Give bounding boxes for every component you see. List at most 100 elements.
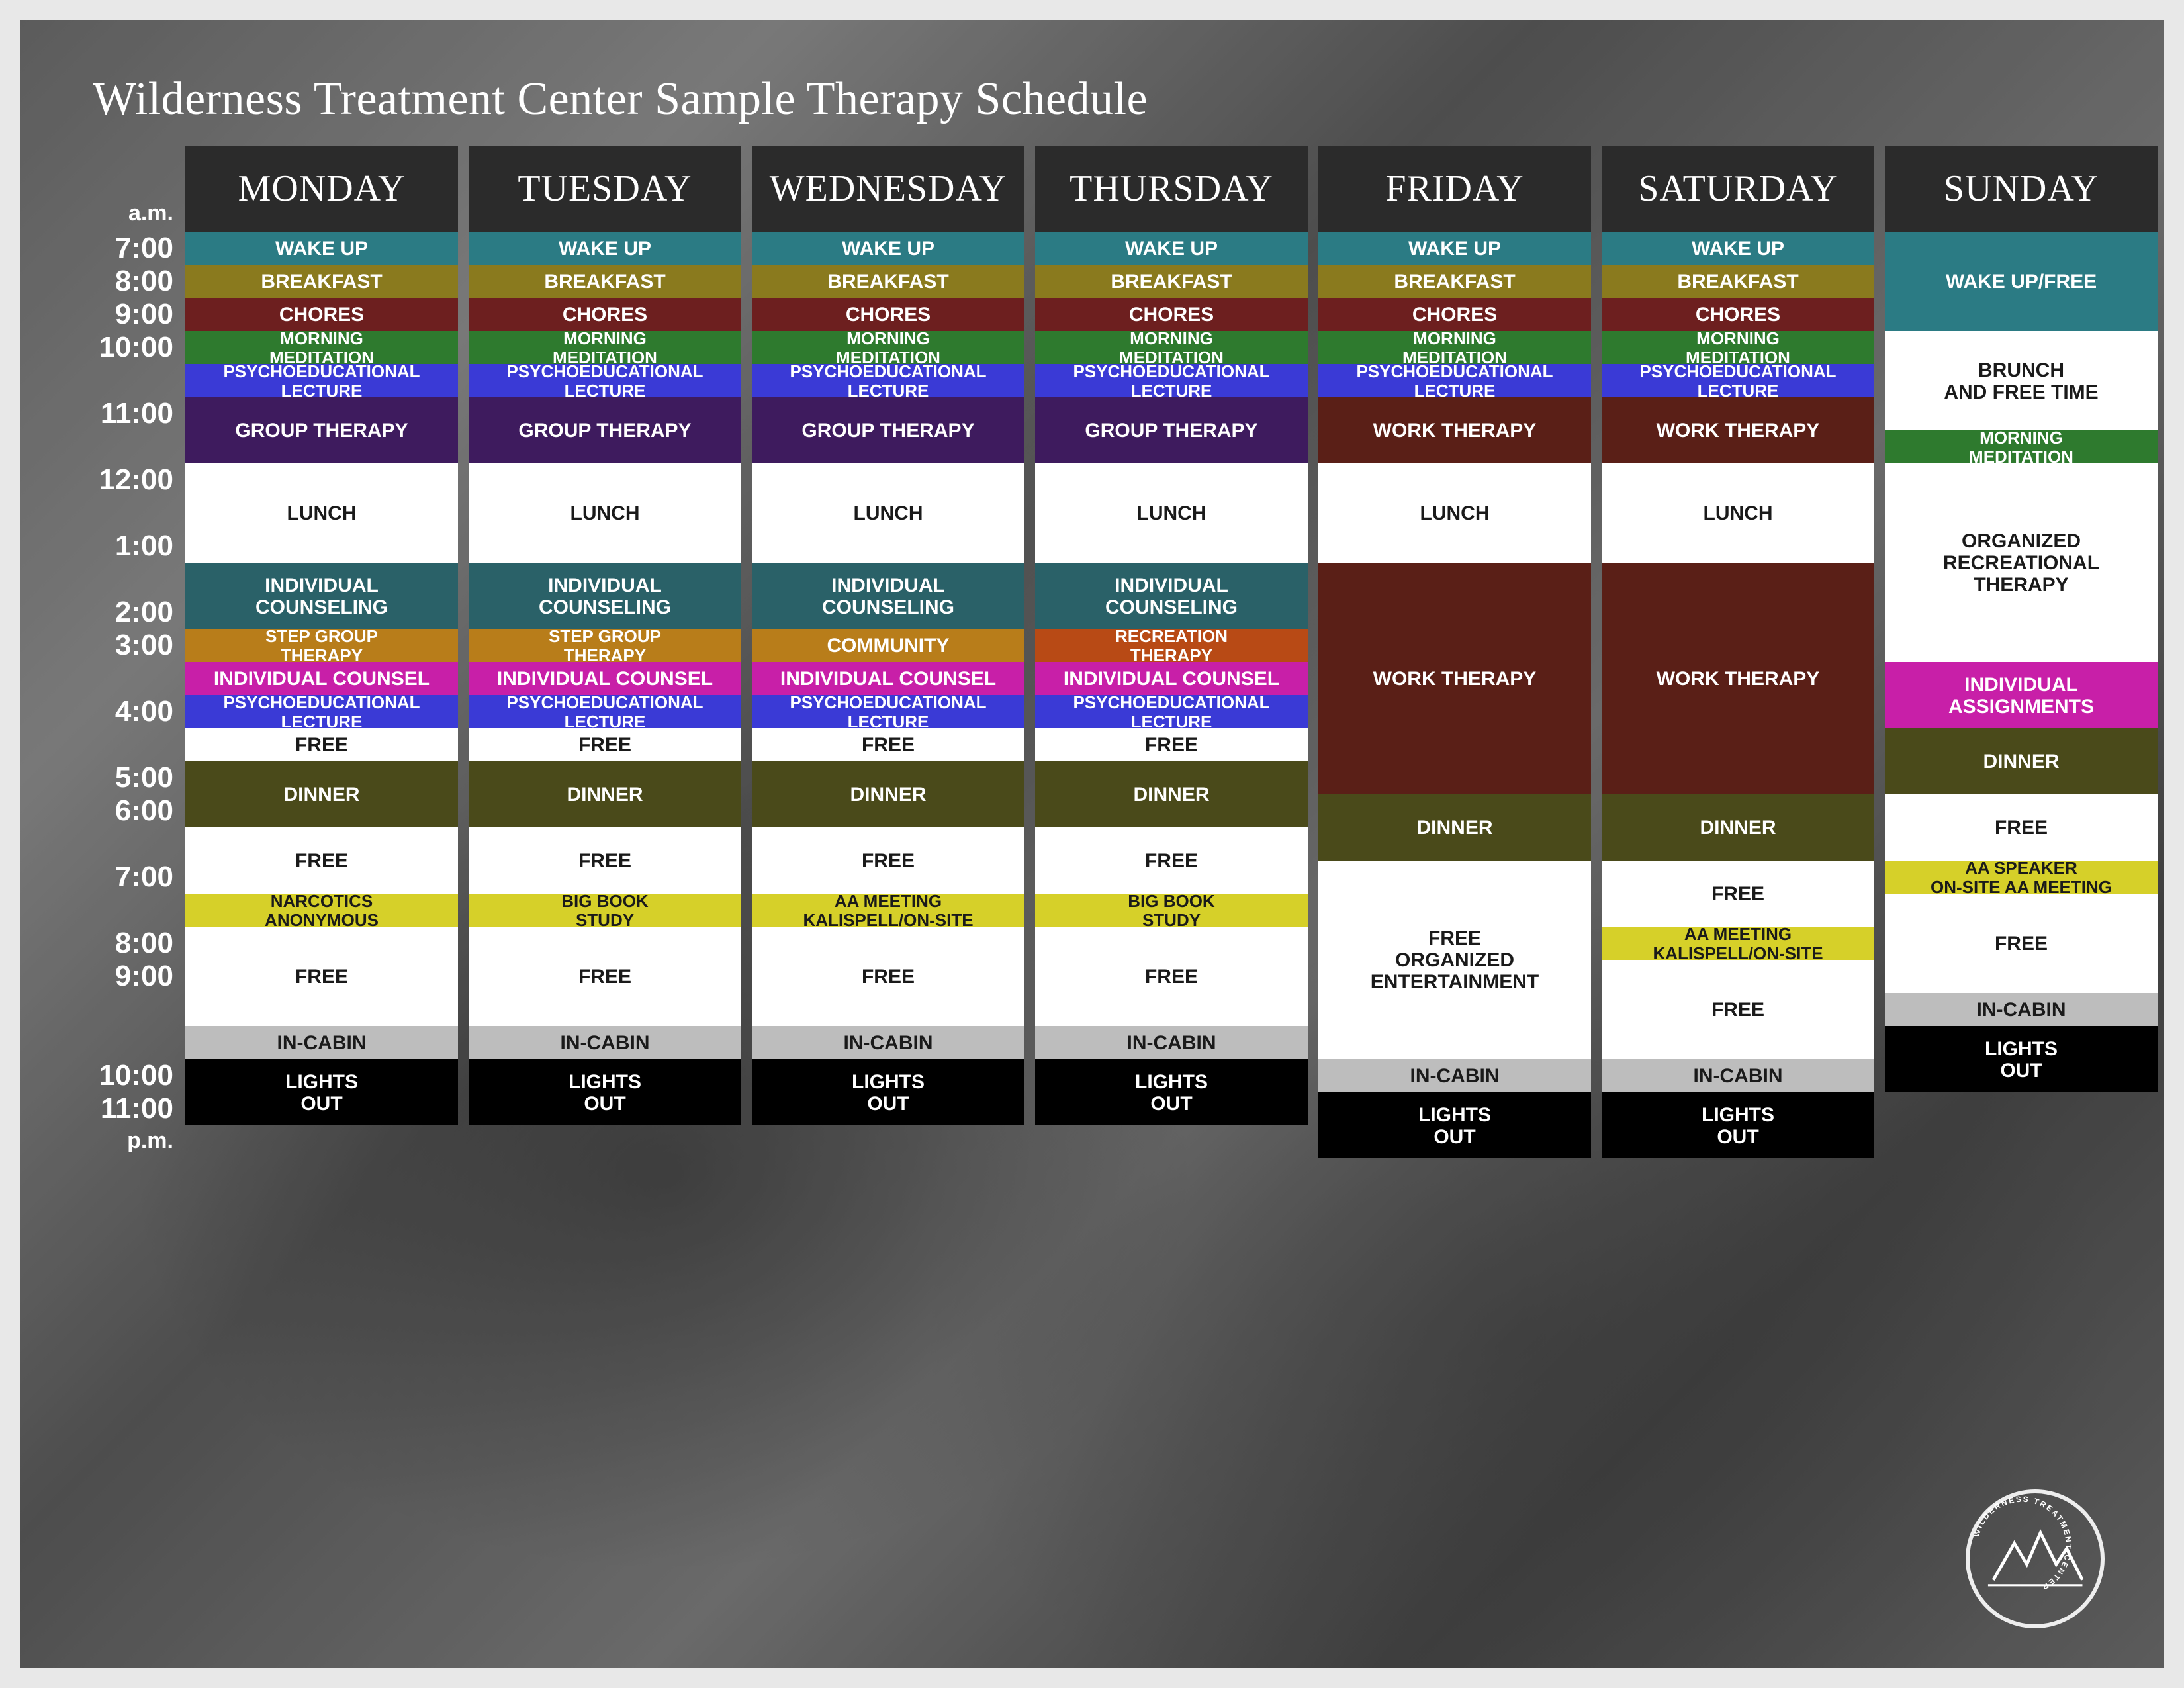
schedule-block: IN-CABIN (1035, 1026, 1308, 1059)
schedule-page: Wilderness Treatment Center Sample Thera… (93, 73, 2131, 1158)
svg-text:WILDERNESS TREATMENT CENTER: WILDERNESS TREATMENT CENTER (1972, 1495, 2073, 1593)
schedule-block: BREAKFAST (1035, 265, 1308, 298)
schedule-block: MORNINGMEDITATION (752, 331, 1024, 364)
schedule-block: INDIVIDUALASSIGNMENTS (1885, 662, 2158, 728)
schedule-block: LIGHTSOUT (185, 1059, 458, 1125)
schedule-block: BIG BOOKSTUDY (469, 894, 741, 927)
schedule-block: NARCOTICSANONYMOUS (185, 894, 458, 927)
schedule-block: INDIVIDUALCOUNSELING (1035, 563, 1308, 629)
day-header: FRIDAY (1318, 146, 1591, 232)
schedule-block: MORNINGMEDITATION (185, 331, 458, 364)
schedule-block: STEP GROUPTHERAPY (469, 629, 741, 662)
schedule-block: FREE (1035, 927, 1308, 1026)
schedule-block: WAKE UP (469, 232, 741, 265)
schedule-block: BREAKFAST (1318, 265, 1591, 298)
schedule-block: FREE (752, 827, 1024, 894)
schedule-block: AA SPEAKERON-SITE AA MEETING (1885, 861, 2158, 894)
schedule-block: BREAKFAST (185, 265, 458, 298)
schedule-block: DINNER (469, 761, 741, 827)
schedule-block: LUNCH (1035, 463, 1308, 563)
schedule-block: CHORES (752, 298, 1024, 331)
schedule-block: PSYCHOEDUCATIONALLECTURE (469, 695, 741, 728)
schedule-block: WORK THERAPY (1602, 397, 1874, 463)
schedule-block: FREEORGANIZEDENTERTAINMENT (1318, 861, 1591, 1059)
schedule-block: WAKE UP (1035, 232, 1308, 265)
schedule-block: FREE (469, 927, 741, 1026)
schedule-block: IN-CABIN (1602, 1059, 1874, 1092)
schedule-block: INDIVIDUAL COUNSEL (185, 662, 458, 695)
page-title: Wilderness Treatment Center Sample Thera… (93, 73, 2131, 126)
schedule-block: FREE (1602, 861, 1874, 927)
time-label: 4:00 (93, 695, 185, 728)
schedule-block: BIG BOOKSTUDY (1035, 894, 1308, 927)
schedule-block: IN-CABIN (752, 1026, 1024, 1059)
schedule-block: FREE (1035, 827, 1308, 894)
logo-text: WILDERNESS TREATMENT CENTER (1970, 1493, 2074, 1598)
schedule-block: LUNCH (469, 463, 741, 563)
day-header: SUNDAY (1885, 146, 2158, 232)
logo-badge: WILDERNESS TREATMENT CENTER (1966, 1489, 2105, 1628)
schedule-block: GROUP THERAPY (185, 397, 458, 463)
schedule-block: IN-CABIN (1318, 1059, 1591, 1092)
schedule-block: FREE (1885, 894, 2158, 993)
schedule-block: RECREATIONTHERAPY (1035, 629, 1308, 662)
schedule-block: PSYCHOEDUCATIONALLECTURE (185, 364, 458, 397)
schedule-block: INDIVIDUALCOUNSELING (752, 563, 1024, 629)
time-label: 6:00 (93, 794, 185, 827)
schedule-block: WORK THERAPY (1318, 563, 1591, 794)
schedule-block: BREAKFAST (1602, 265, 1874, 298)
day-header: WEDNESDAY (752, 146, 1024, 232)
schedule-block: FREE (469, 827, 741, 894)
schedule-block: INDIVIDUALCOUNSELING (469, 563, 741, 629)
schedule-block: AA MEETINGKALISPELL/ON-SITE (752, 894, 1024, 927)
schedule-block: INDIVIDUALCOUNSELING (185, 563, 458, 629)
time-label: 8:00 (93, 927, 185, 960)
schedule-block: WAKE UP (1602, 232, 1874, 265)
schedule-block: WORK THERAPY (1602, 563, 1874, 794)
schedule-block: LIGHTSOUT (1885, 1026, 2158, 1092)
schedule-block: BREAKFAST (469, 265, 741, 298)
schedule-block: WAKE UP (752, 232, 1024, 265)
schedule-block: INDIVIDUAL COUNSEL (1035, 662, 1308, 695)
day-header: MONDAY (185, 146, 458, 232)
schedule-block: PSYCHOEDUCATIONALLECTURE (1035, 695, 1308, 728)
schedule-block: WAKE UP/FREE (1885, 232, 2158, 331)
time-label: 7:00 (93, 861, 185, 894)
schedule-block: GROUP THERAPY (1035, 397, 1308, 463)
schedule-block: CHORES (1318, 298, 1591, 331)
schedule-block: MORNINGMEDITATION (1035, 331, 1308, 364)
schedule-block: LIGHTSOUT (469, 1059, 741, 1125)
day-header: TUESDAY (469, 146, 741, 232)
schedule-block: ORGANIZEDRECREATIONALTHERAPY (1885, 463, 2158, 662)
schedule-block: IN-CABIN (185, 1026, 458, 1059)
time-label: 11:00 (93, 1092, 185, 1125)
schedule-block: PSYCHOEDUCATIONALLECTURE (752, 695, 1024, 728)
schedule-block: STEP GROUPTHERAPY (185, 629, 458, 662)
pm-label: p.m. (93, 1125, 185, 1158)
time-label: 1:00 (93, 530, 185, 563)
schedule-block: LIGHTSOUT (752, 1059, 1024, 1125)
schedule-block: DINNER (1318, 794, 1591, 861)
time-label: 11:00 (93, 397, 185, 430)
time-label: 2:00 (93, 596, 185, 629)
schedule-block: FREE (752, 728, 1024, 761)
schedule-block: MORNINGMEDITATION (1318, 331, 1591, 364)
schedule-block: FREE (185, 728, 458, 761)
schedule-block: WORK THERAPY (1318, 397, 1591, 463)
schedule-block: LIGHTSOUT (1035, 1059, 1308, 1125)
schedule-block: AA MEETINGKALISPELL/ON-SITE (1602, 927, 1874, 960)
schedule-block: PSYCHOEDUCATIONALLECTURE (1035, 364, 1308, 397)
schedule-block: CHORES (185, 298, 458, 331)
schedule-block: CHORES (1602, 298, 1874, 331)
schedule-block: INDIVIDUAL COUNSEL (752, 662, 1024, 695)
time-label: 5:00 (93, 761, 185, 794)
schedule-block: IN-CABIN (1885, 993, 2158, 1026)
schedule-block: PSYCHOEDUCATIONALLECTURE (469, 364, 741, 397)
schedule-block: INDIVIDUAL COUNSEL (469, 662, 741, 695)
schedule-block: FREE (1602, 960, 1874, 1059)
schedule-block: FREE (185, 927, 458, 1026)
day-header: THURSDAY (1035, 146, 1308, 232)
schedule-block: FREE (752, 927, 1024, 1026)
schedule-block: PSYCHOEDUCATIONALLECTURE (1318, 364, 1591, 397)
schedule-block: IN-CABIN (469, 1026, 741, 1059)
